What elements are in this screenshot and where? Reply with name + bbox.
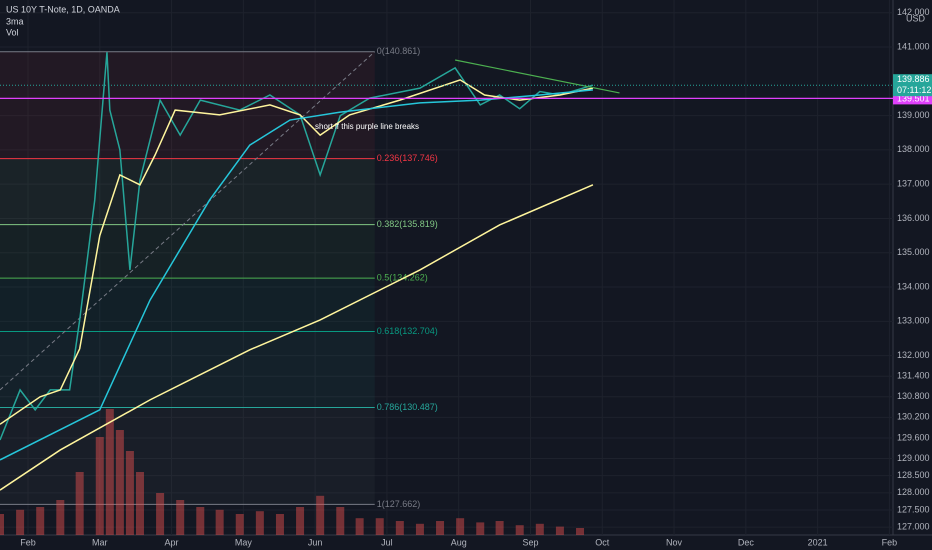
volume-bar bbox=[515, 525, 524, 535]
y-tick-label: 128.500 bbox=[897, 470, 930, 480]
fib-label: 0.382(135.819) bbox=[377, 219, 438, 229]
fib-label: 0.618(132.704) bbox=[377, 326, 438, 336]
y-tick-label: 129.000 bbox=[897, 453, 930, 463]
hline-label-box bbox=[893, 93, 932, 105]
volume-bar bbox=[115, 430, 124, 535]
y-tick-label: 133.000 bbox=[897, 316, 930, 326]
volume-bar bbox=[415, 523, 424, 535]
y-tick-label: 135.000 bbox=[897, 247, 930, 257]
y-tick-label: 129.600 bbox=[897, 432, 930, 442]
fib-label: 1(127.662) bbox=[377, 499, 421, 509]
x-tick-label: Apr bbox=[165, 537, 179, 547]
volume-bar bbox=[16, 509, 25, 535]
fib-band bbox=[0, 407, 375, 505]
fib-label: 0.236(137.746) bbox=[377, 153, 438, 163]
volume-bar bbox=[476, 522, 485, 535]
volume-bar bbox=[456, 518, 465, 535]
fib-band bbox=[0, 278, 375, 332]
y-tick-label: 130.800 bbox=[897, 391, 930, 401]
x-tick-label: Feb bbox=[20, 537, 36, 547]
volume-bar bbox=[576, 528, 585, 535]
y-tick-label: 139.000 bbox=[897, 110, 930, 120]
x-tick-label: 2021 bbox=[808, 537, 828, 547]
volume-bar bbox=[535, 523, 544, 535]
chart-title: US 10Y T-Note, 1D, OANDA bbox=[6, 4, 120, 14]
y-tick-label: 142.000 bbox=[897, 7, 930, 17]
indicator-label: 3ma bbox=[6, 16, 24, 26]
volume-bar bbox=[436, 521, 445, 535]
volume-bar bbox=[235, 514, 244, 535]
volume-bar bbox=[36, 507, 45, 535]
fib-label: 0(140.861) bbox=[377, 46, 421, 56]
x-tick-label: Sep bbox=[522, 537, 538, 547]
volume-bar bbox=[156, 493, 165, 535]
annotation: short if this purple line breaks bbox=[315, 122, 419, 131]
volume-bar bbox=[196, 507, 205, 535]
volume-bar bbox=[56, 500, 65, 535]
volume-bar bbox=[495, 521, 504, 535]
fib-label: 0.786(130.487) bbox=[377, 402, 438, 412]
x-tick-label: Aug bbox=[451, 537, 467, 547]
y-tick-label: 127.000 bbox=[897, 521, 930, 531]
volume-bar bbox=[355, 518, 364, 535]
volume-bar bbox=[255, 511, 264, 535]
y-tick-label: 141.000 bbox=[897, 41, 930, 51]
volume-bar bbox=[375, 518, 384, 535]
series-line bbox=[0, 79, 594, 425]
volume-bar bbox=[316, 495, 325, 535]
y-tick-label: 138.000 bbox=[897, 144, 930, 154]
y-tick-label: 137.000 bbox=[897, 179, 930, 189]
volume-bar bbox=[176, 500, 185, 535]
fib-band bbox=[0, 158, 375, 225]
x-tick-label: Jun bbox=[308, 537, 323, 547]
volume-bar bbox=[125, 451, 134, 535]
fib-diagonal bbox=[0, 51, 376, 391]
y-tick-label: 130.200 bbox=[897, 412, 930, 422]
volume-bar bbox=[75, 472, 84, 535]
indicator-label: Vol bbox=[6, 27, 19, 37]
x-tick-label: Feb bbox=[882, 537, 898, 547]
hline-label: 139.501 bbox=[897, 93, 930, 103]
price-label: 139.886 bbox=[897, 74, 930, 84]
x-tick-label: Nov bbox=[666, 537, 683, 547]
volume-bar bbox=[215, 509, 224, 535]
volume-bar bbox=[95, 437, 104, 535]
volume-bar bbox=[336, 507, 345, 535]
fib-band bbox=[0, 331, 375, 408]
fib-band bbox=[0, 51, 375, 159]
y-tick-label: 131.400 bbox=[897, 371, 930, 381]
x-tick-label: Oct bbox=[595, 537, 610, 547]
x-tick-label: Mar bbox=[92, 537, 108, 547]
y-tick-label: 132.000 bbox=[897, 350, 930, 360]
price-label-box bbox=[893, 74, 932, 97]
volume-bar bbox=[296, 507, 305, 535]
countdown-label: 07:11:12 bbox=[897, 85, 931, 95]
trendline bbox=[454, 59, 620, 94]
volume-bar bbox=[275, 514, 284, 535]
y-tick-label: 128.000 bbox=[897, 487, 930, 497]
x-tick-label: May bbox=[235, 537, 253, 547]
volume-bar bbox=[135, 472, 144, 535]
volume-bar bbox=[0, 514, 4, 535]
currency-label: USD bbox=[906, 13, 926, 23]
y-tick-label: 136.000 bbox=[897, 213, 930, 223]
x-tick-label: Dec bbox=[738, 537, 755, 547]
y-tick-label: 134.000 bbox=[897, 281, 930, 291]
fib-label: 0.5(134.262) bbox=[377, 272, 428, 282]
y-tick-label: 127.500 bbox=[897, 504, 930, 514]
volume-bar bbox=[395, 521, 404, 535]
volume-bar bbox=[555, 526, 564, 535]
x-tick-label: Jul bbox=[381, 537, 393, 547]
fib-band bbox=[0, 224, 375, 279]
series-line bbox=[0, 52, 594, 441]
series-line bbox=[0, 184, 594, 491]
volume-bar bbox=[105, 409, 114, 535]
